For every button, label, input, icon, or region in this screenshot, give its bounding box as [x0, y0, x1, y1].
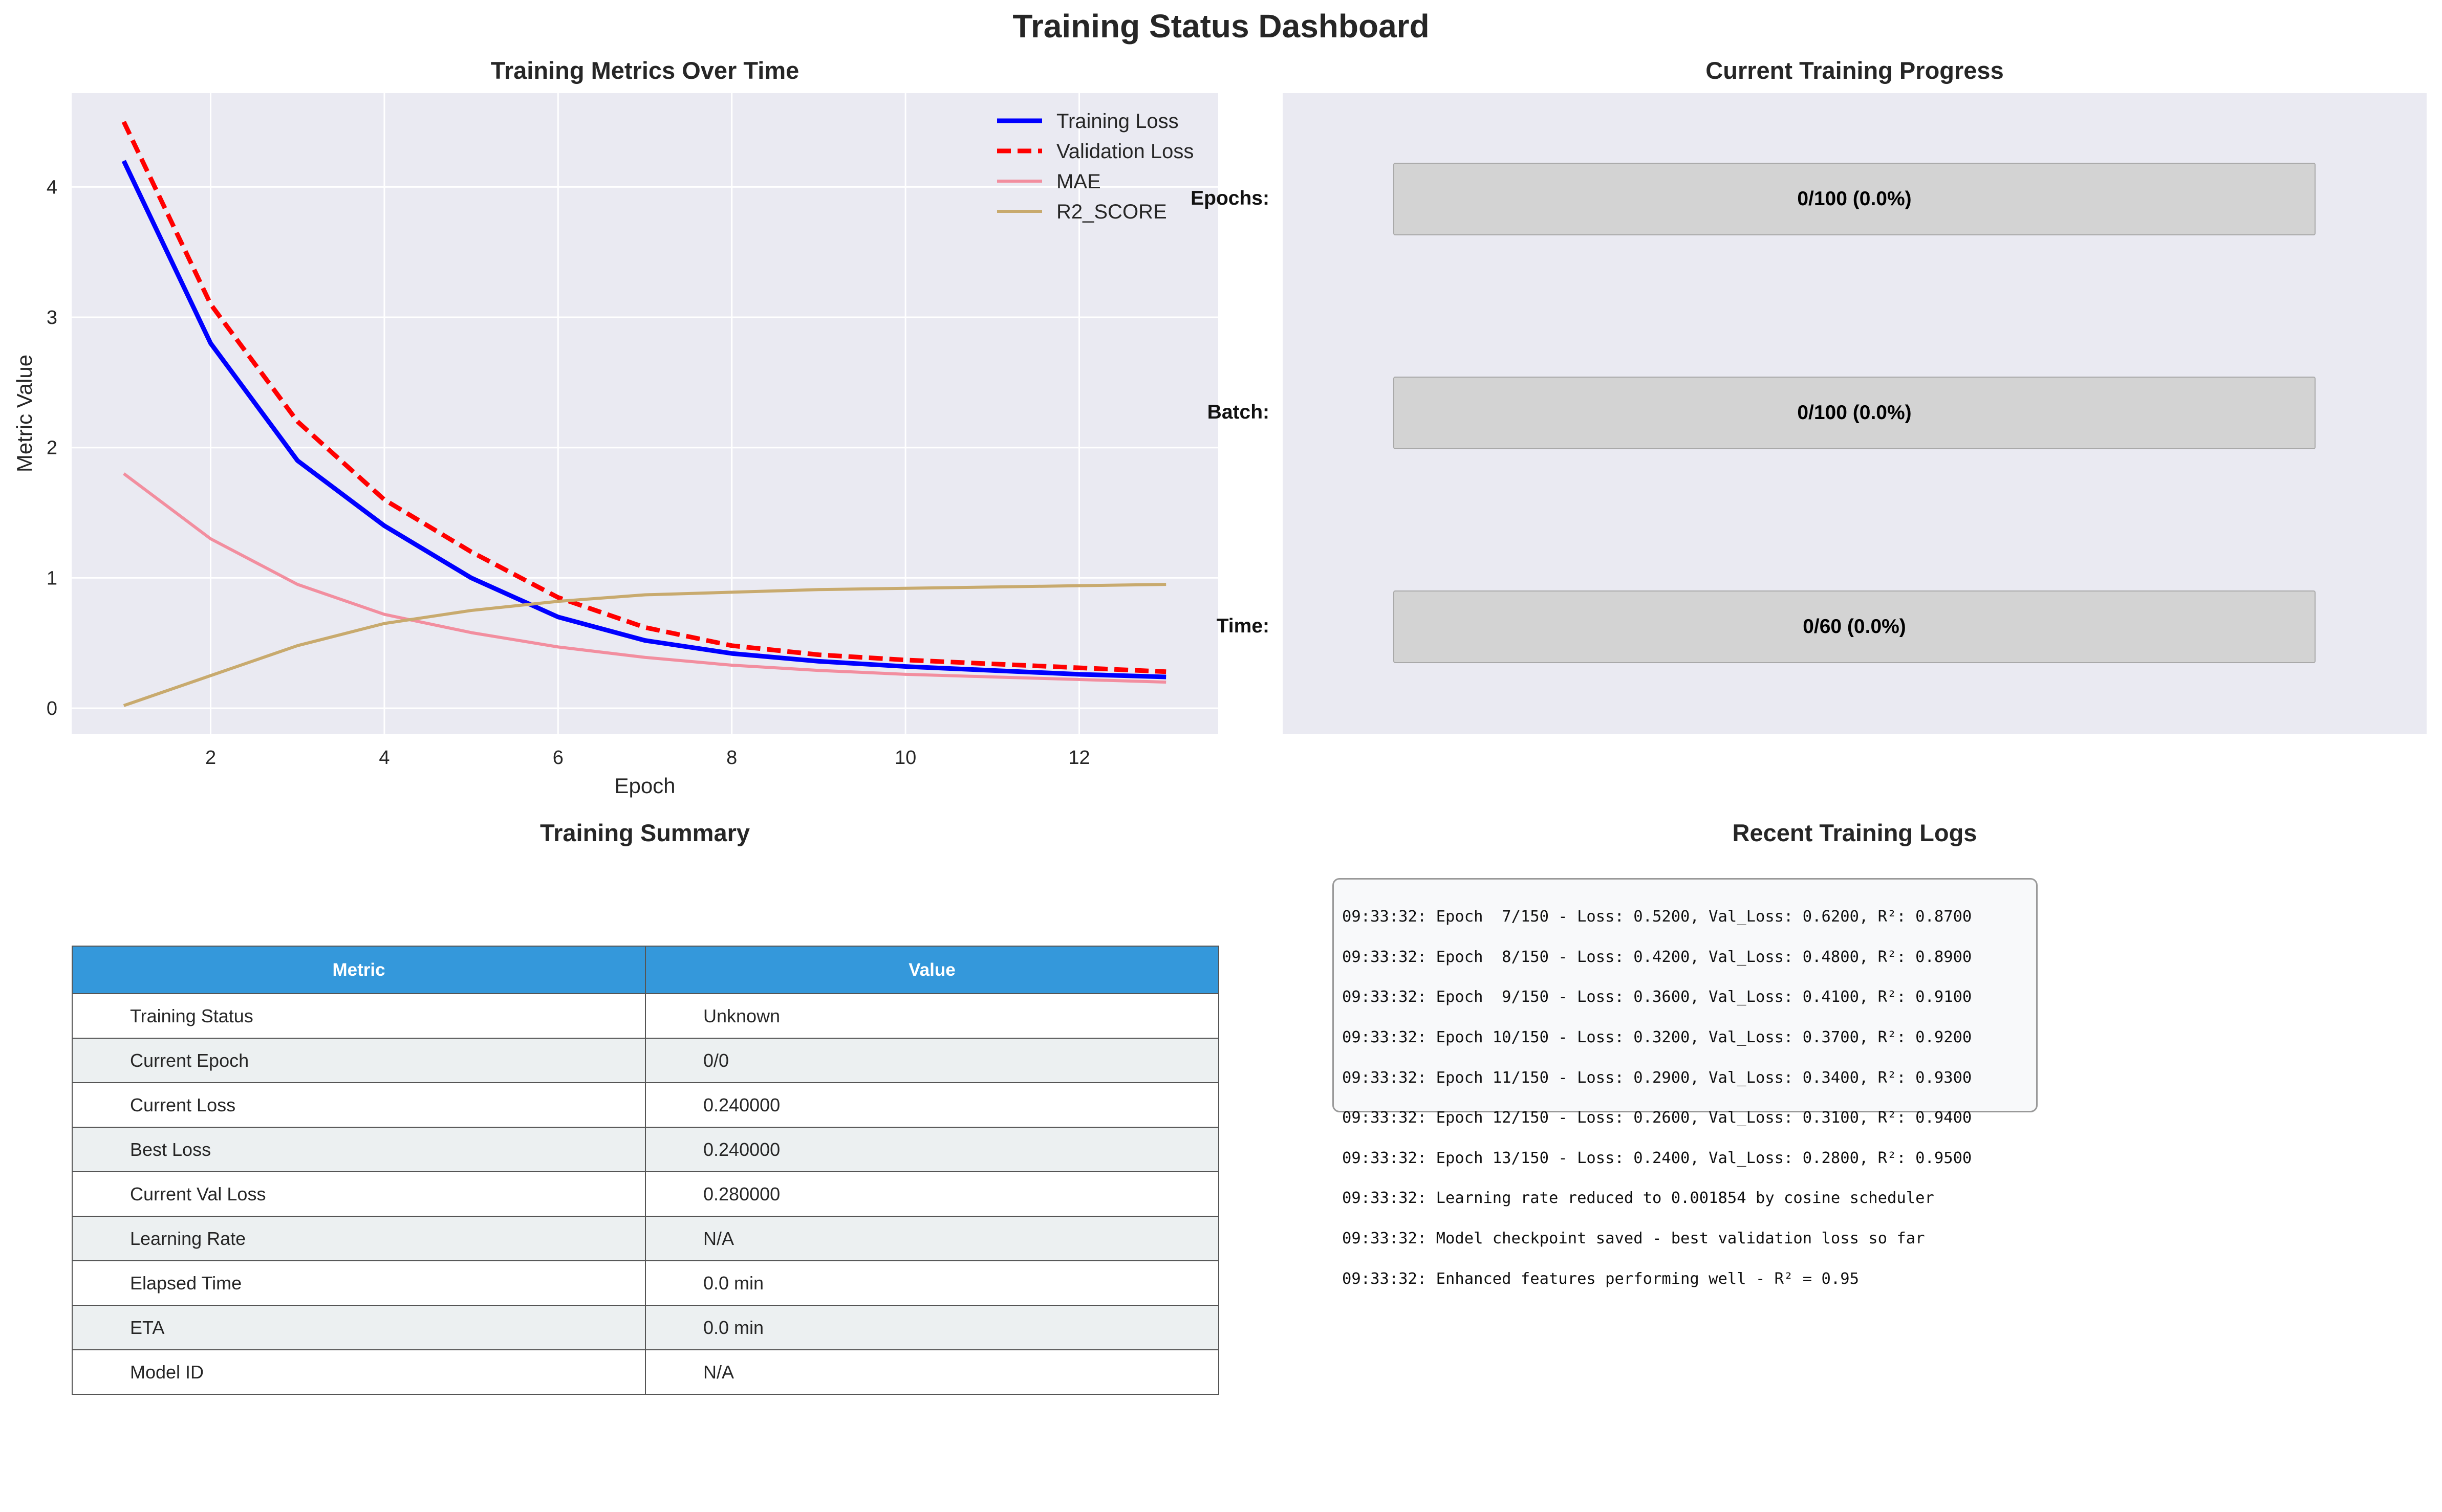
x-tick-label: 12 — [1068, 747, 1090, 769]
y-axis-label: Metric Value — [12, 355, 36, 472]
metric-cell: Learning Rate — [72, 1216, 646, 1261]
logs-panel-title: Recent Training Logs — [1732, 819, 1977, 846]
x-axis-label: Epoch — [614, 774, 675, 798]
value-cell: Unknown — [645, 993, 1219, 1039]
legend-label: Training Loss — [1056, 110, 1179, 133]
table-row: Current Epoch 0/0 — [72, 1038, 1219, 1083]
metric-cell: Elapsed Time — [72, 1260, 646, 1306]
series-line-r2-score — [123, 583, 1166, 707]
table-row: Learning Rate N/A — [72, 1216, 1219, 1261]
value-cell: N/A — [645, 1216, 1219, 1261]
dashboard-title: Training Status Dashboard — [1012, 8, 1430, 45]
log-line: 09:33:32: Learning rate reduced to 0.001… — [1342, 1189, 1934, 1208]
series-line-mae — [123, 472, 1166, 684]
value-cell: 0.240000 — [645, 1082, 1219, 1128]
log-line: 09:33:32: Epoch 12/150 - Loss: 0.2600, V… — [1342, 1109, 1972, 1127]
training-summary-table: Metric Value Training Status Unknown Cur… — [72, 946, 1219, 1395]
training-log-box: 09:33:32: Epoch 7/150 - Loss: 0.5200, Va… — [1332, 878, 2038, 1288]
epochs-progress-bar: 0/100 (0.0%) — [1393, 163, 2316, 235]
table-row: ETA 0.0 min — [72, 1305, 1219, 1350]
legend-label: Validation Loss — [1056, 140, 1194, 163]
metric-cell: Current Val Loss — [72, 1171, 646, 1217]
value-cell: 0.280000 — [645, 1171, 1219, 1217]
value-cell: 0.0 min — [645, 1260, 1219, 1306]
metric-cell: Training Status — [72, 993, 646, 1039]
table-header-row: Metric Value — [72, 946, 1219, 994]
x-tick-label: 4 — [379, 747, 390, 769]
batch-progress-bar: 0/100 (0.0%) — [1393, 377, 2316, 449]
log-line: 09:33:32: Epoch 8/150 - Loss: 0.4200, Va… — [1342, 948, 1972, 966]
legend-label: R2_SCORE — [1056, 201, 1167, 223]
log-line: 09:33:32: Epoch 10/150 - Loss: 0.3200, V… — [1342, 1028, 1972, 1047]
log-line: 09:33:32: Model checkpoint saved - best … — [1342, 1230, 1925, 1248]
log-line: 09:33:32: Epoch 11/150 - Loss: 0.2900, V… — [1342, 1068, 1972, 1087]
table-row: Current Loss 0.240000 — [72, 1082, 1219, 1128]
table-row: Training Status Unknown — [72, 993, 1219, 1039]
grid-lines — [72, 93, 1218, 734]
y-tick-labels: 0 1 2 3 4 — [47, 177, 57, 719]
log-line: 09:33:32: Epoch 9/150 - Loss: 0.3600, Va… — [1342, 988, 1972, 1006]
table-row: Current Val Loss 0.280000 — [72, 1171, 1219, 1217]
x-tick-label: 6 — [553, 747, 564, 769]
value-column-header: Value — [645, 946, 1219, 994]
series-lines — [121, 121, 1166, 707]
time-progress-label: Time: — [1216, 615, 1269, 637]
x-tick-label: 10 — [895, 747, 916, 769]
value-cell: 0.240000 — [645, 1127, 1219, 1172]
legend-label: MAE — [1056, 170, 1101, 193]
metric-column-header: Metric — [72, 946, 646, 994]
value-cell: 0/0 — [645, 1038, 1219, 1083]
chart-legend: Training Loss Validation Loss MAE R2_SCORE — [997, 110, 1194, 223]
x-tick-label: 2 — [205, 747, 216, 769]
time-progress-text: 0/60 (0.0%) — [1803, 616, 1906, 638]
batch-progress-label: Batch: — [1207, 401, 1269, 423]
log-line: 09:33:32: Enhanced features performing w… — [1342, 1269, 1859, 1288]
value-cell: N/A — [645, 1349, 1219, 1395]
table-row: Best Loss 0.240000 — [72, 1127, 1219, 1172]
log-line: 09:33:32: Epoch 13/150 - Loss: 0.2400, V… — [1342, 1149, 1972, 1167]
y-tick-label: 1 — [47, 567, 57, 589]
log-line: 09:33:32: Epoch 7/150 - Loss: 0.5200, Va… — [1342, 908, 1972, 926]
y-tick-label: 3 — [47, 307, 57, 328]
progress-panel-title: Current Training Progress — [1705, 57, 2004, 84]
epochs-progress-label: Epochs: — [1191, 187, 1269, 209]
metric-cell: Best Loss — [72, 1127, 646, 1172]
metric-cell: ETA — [72, 1305, 646, 1350]
epochs-progress-text: 0/100 (0.0%) — [1797, 188, 1912, 210]
series-line-validation-loss — [121, 121, 1166, 674]
y-tick-label: 0 — [47, 698, 57, 719]
metrics-chart-title: Training Metrics Over Time — [490, 57, 799, 84]
metric-cell: Current Epoch — [72, 1038, 646, 1083]
time-progress-bar: 0/60 (0.0%) — [1393, 590, 2316, 663]
table-row: Elapsed Time 0.0 min — [72, 1260, 1219, 1306]
table-row: Model ID N/A — [72, 1349, 1219, 1395]
x-tick-labels: 2 4 6 8 10 12 — [205, 747, 1090, 769]
summary-panel-title: Training Summary — [539, 819, 750, 846]
y-tick-label: 2 — [47, 437, 57, 459]
x-tick-label: 8 — [726, 747, 737, 769]
y-tick-label: 4 — [47, 177, 57, 198]
metric-cell: Current Loss — [72, 1082, 646, 1128]
value-cell: 0.0 min — [645, 1305, 1219, 1350]
metric-cell: Model ID — [72, 1349, 646, 1395]
batch-progress-text: 0/100 (0.0%) — [1797, 402, 1912, 424]
series-line-training-loss — [121, 160, 1166, 680]
